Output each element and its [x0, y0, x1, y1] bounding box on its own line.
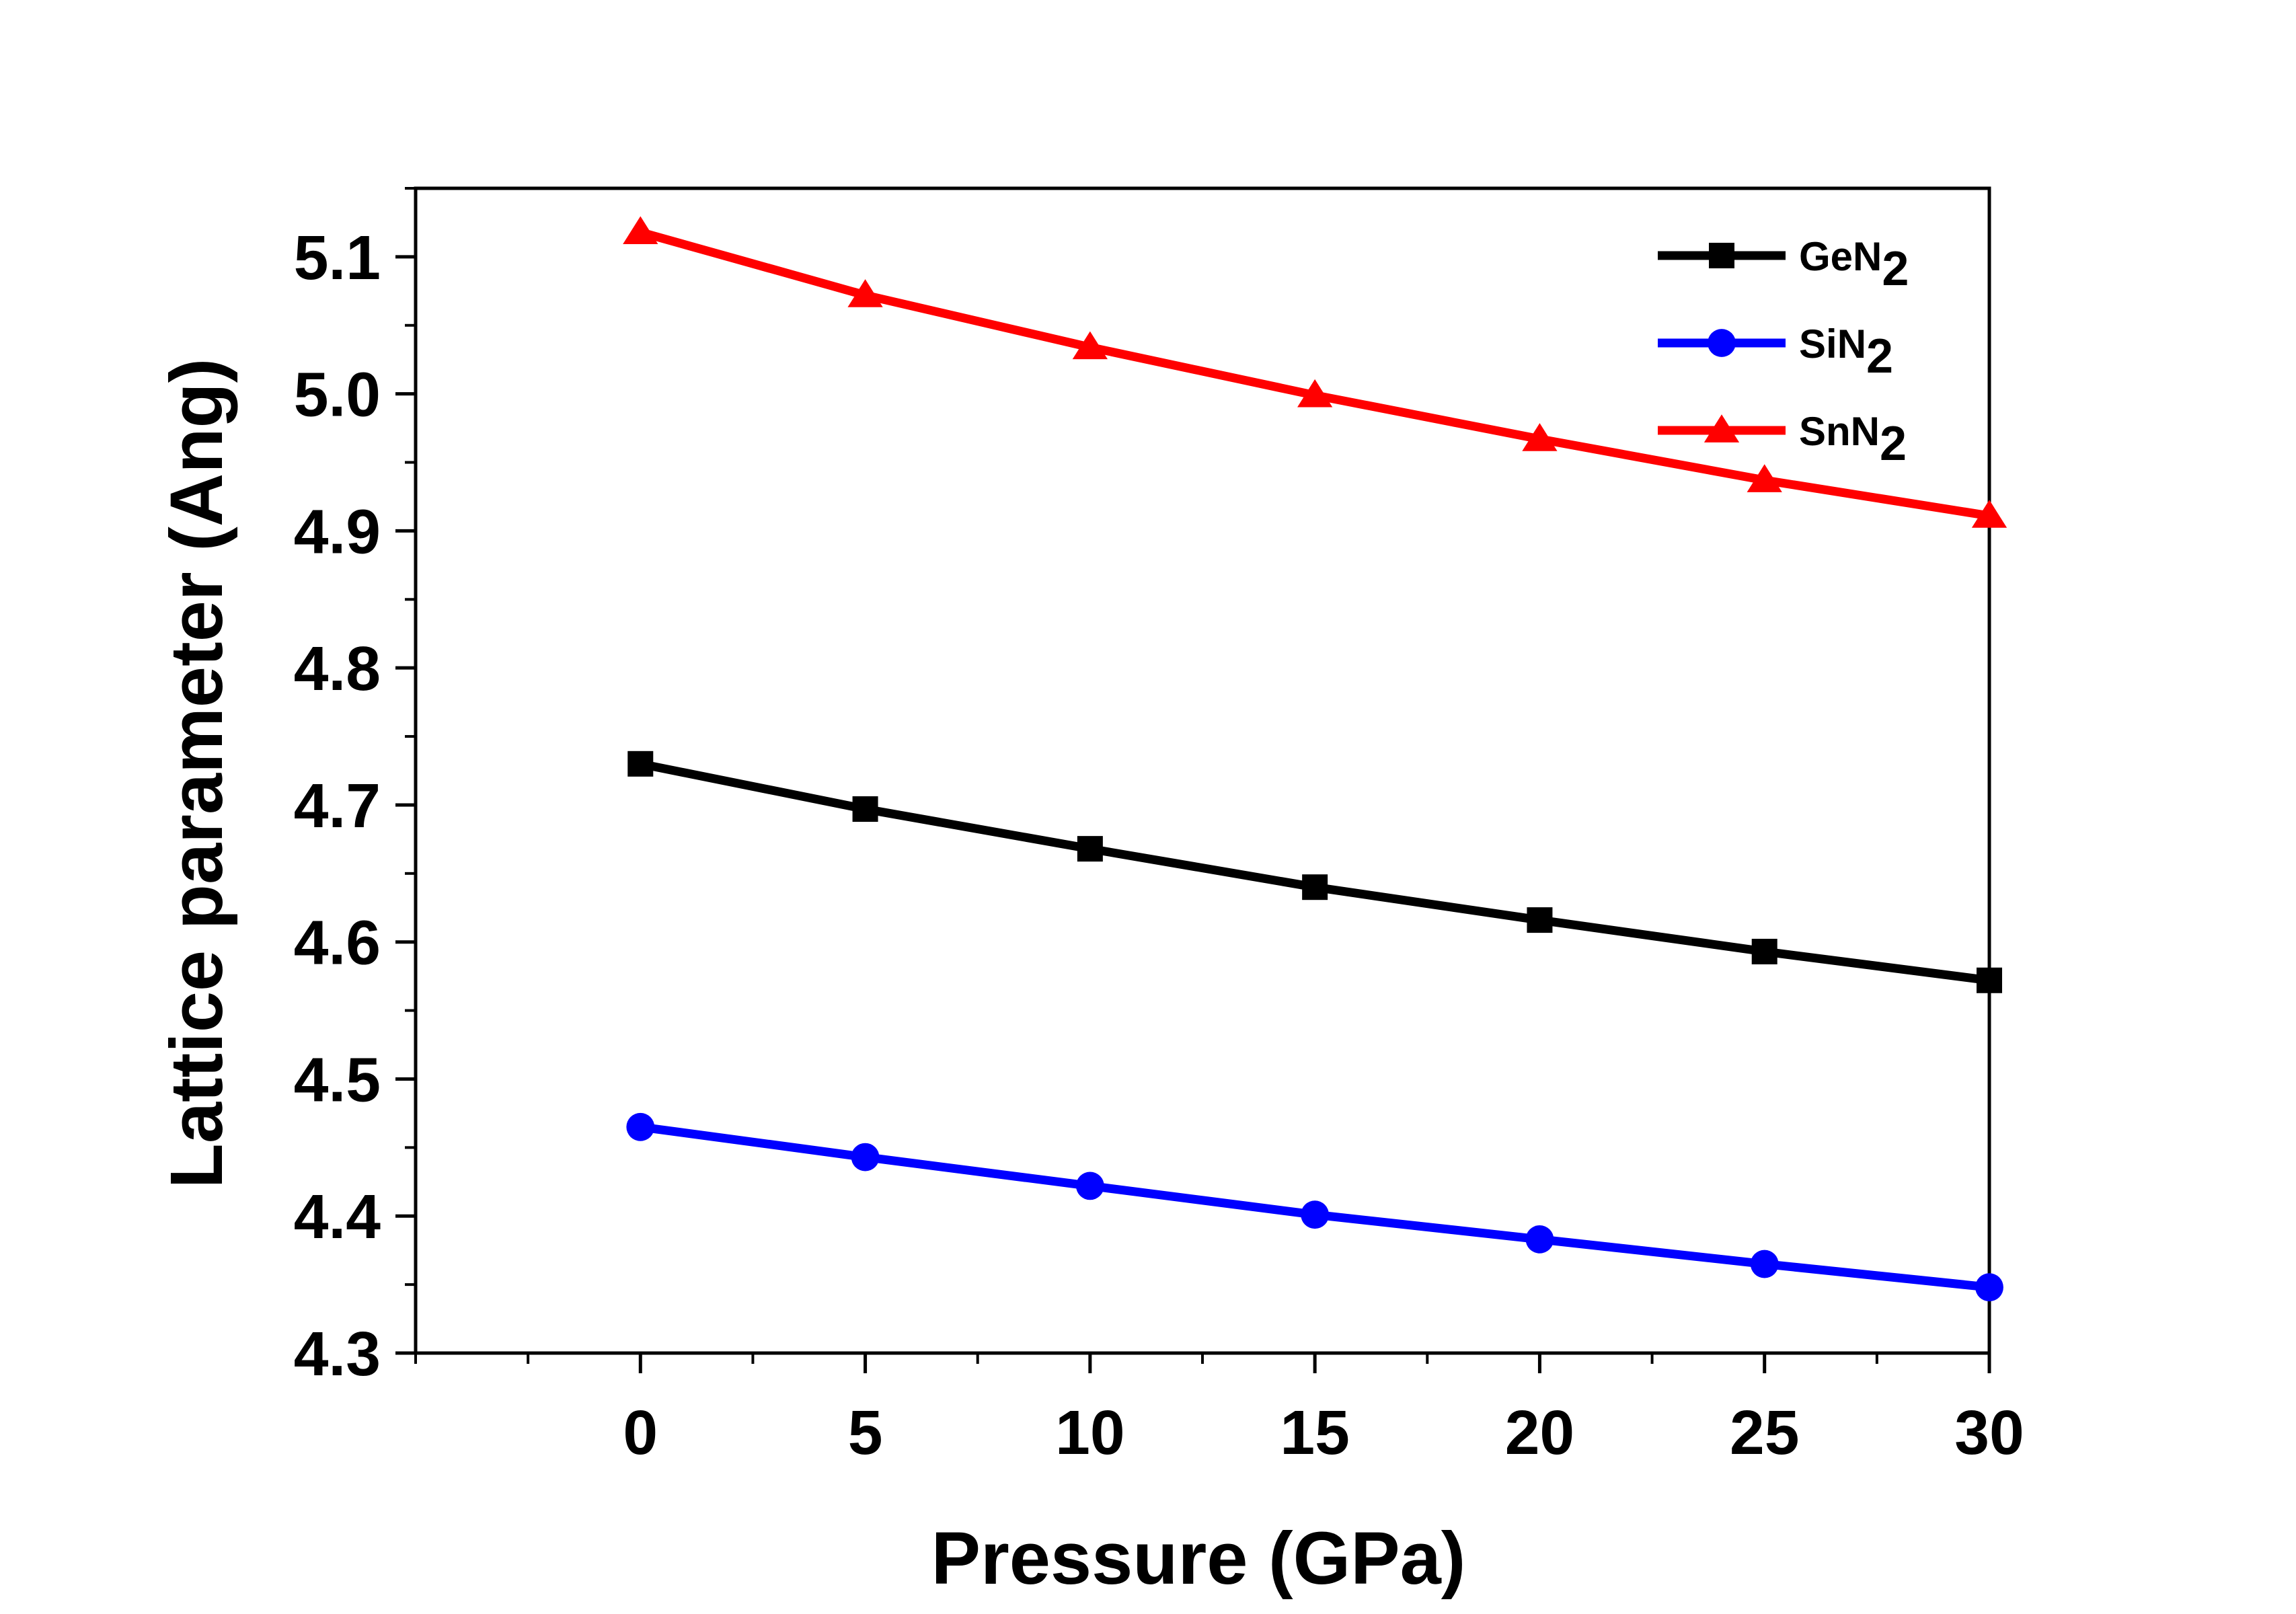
series-line: [640, 759, 1990, 985]
legend-marker: [1708, 329, 1736, 357]
y-tick-label: 5.0: [294, 360, 381, 430]
y-axis-title: Lattice parameter (Ang): [155, 358, 238, 1189]
data-point: [1747, 464, 1782, 492]
data-point: [1977, 967, 2002, 993]
y-tick-label: 4.3: [294, 1319, 381, 1389]
x-tick-label: 10: [1055, 1397, 1124, 1467]
data-point: [1527, 907, 1553, 933]
legend-label: SnN2: [1799, 409, 1907, 471]
data-point: [1302, 874, 1328, 900]
data-point: [847, 279, 883, 307]
data-point: [1297, 379, 1333, 408]
data-point: [1522, 423, 1558, 451]
data-point: [851, 1143, 880, 1171]
legend-item: SiN2: [1658, 321, 1893, 383]
series-triangle: [623, 216, 2007, 528]
x-tick-label: 5: [848, 1397, 883, 1467]
legend-label: SiN2: [1799, 321, 1893, 383]
series-square: [627, 751, 2002, 993]
data-point: [1075, 1171, 1104, 1200]
data-point: [626, 1112, 655, 1141]
y-tick-label: 4.6: [294, 908, 381, 978]
data-point: [1750, 1250, 1779, 1278]
data-point: [1975, 1273, 2003, 1302]
x-tick-label: 20: [1505, 1397, 1574, 1467]
data-point: [1072, 331, 1108, 360]
data-point: [852, 796, 878, 822]
data-point: [623, 216, 658, 245]
data-point: [1077, 836, 1103, 862]
legend: GeN2 SiN2 SnN2: [1658, 234, 1909, 471]
legend-marker: [1709, 243, 1734, 268]
x-tick-label: 25: [1730, 1397, 1799, 1467]
data-point: [1971, 500, 2007, 528]
y-tick-label: 4.7: [294, 771, 381, 841]
series-layer: [623, 216, 2007, 1302]
series-line: [639, 227, 1991, 521]
y-tick-label: 4.8: [294, 633, 381, 703]
data-point: [1301, 1200, 1330, 1229]
data-point: [1525, 1225, 1554, 1254]
axes: 0 5 10 15 20 25 30 4.3 4.4 4.5 4.6 4.7 4.8 4.9 5.0 5.1: [294, 187, 2024, 1467]
y-tick-label: 4.4: [294, 1182, 381, 1252]
legend-item: GeN2: [1658, 234, 1909, 296]
data-point: [627, 751, 654, 777]
data-point: [1751, 938, 1777, 964]
x-axis-title: Pressure (GPa): [931, 1517, 1466, 1600]
legend-marker: [1704, 414, 1740, 443]
series-circle: [626, 1112, 2003, 1302]
legend-item: SnN2: [1658, 409, 1907, 471]
x-tick-label: 30: [1954, 1397, 2024, 1467]
x-tick-label: 15: [1280, 1397, 1349, 1467]
y-tick-label: 4.5: [294, 1044, 381, 1114]
x-tick-label: 0: [623, 1397, 658, 1467]
y-tick-label: 4.9: [294, 496, 381, 566]
legend-label: GeN2: [1799, 234, 1909, 296]
y-tick-label: 5.1: [294, 223, 381, 293]
